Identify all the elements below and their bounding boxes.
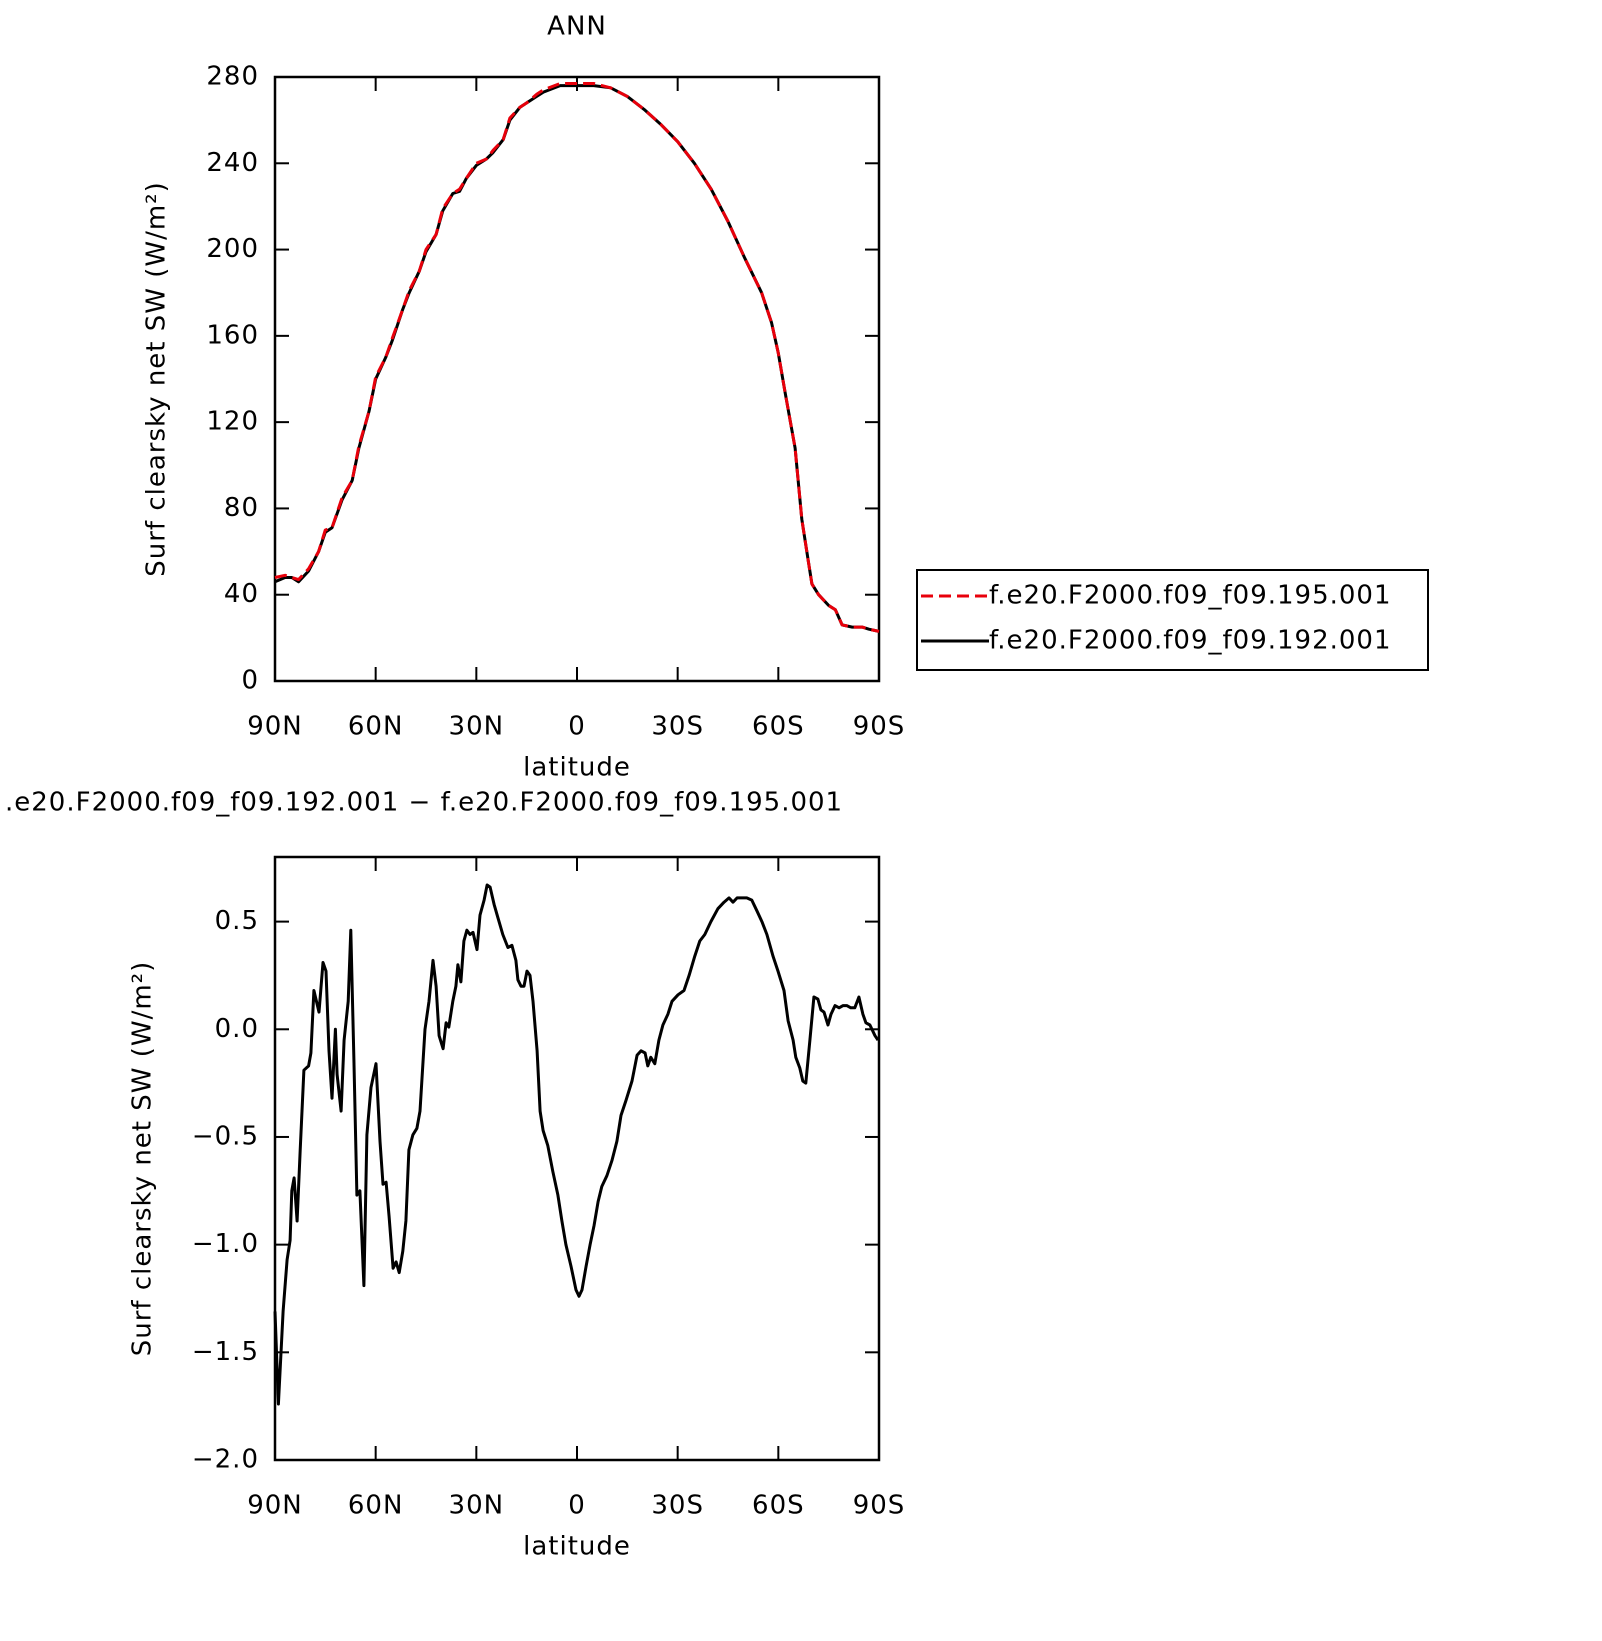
x-tick-label: 60S — [752, 1491, 805, 1521]
x-tick-label: 0 — [568, 712, 586, 742]
x-tick-label: 30S — [651, 1491, 704, 1521]
x-tick-label: 0 — [568, 1491, 586, 1521]
x-tick-label: 60S — [752, 712, 805, 742]
x-tick-label: 30N — [449, 1491, 505, 1521]
data-line — [273, 883, 880, 1406]
y-tick-label: −1.0 — [192, 1229, 259, 1259]
x-tick-label: 90S — [853, 712, 906, 742]
data-line — [274, 84, 880, 633]
y-tick-label: 240 — [206, 148, 259, 178]
x-axis-label: latitude — [523, 1532, 631, 1562]
y-tick-label: −0.5 — [192, 1121, 259, 1151]
legend-label: f.e20.F2000.f09_f09.192.001 — [989, 626, 1392, 656]
x-tick-label: 60N — [348, 1491, 404, 1521]
y-axis-label: Surf clearsky net SW (W/m²) — [142, 181, 172, 576]
y-tick-label: −1.5 — [192, 1337, 259, 1367]
y-tick-label: 40 — [224, 579, 259, 609]
y-tick-label: 0 — [241, 666, 259, 696]
x-tick-label: 30S — [651, 712, 704, 742]
chart-title: ANN — [547, 12, 607, 42]
y-tick-label: 80 — [224, 493, 259, 523]
y-tick-label: 0.5 — [215, 906, 259, 936]
y-axis-label: Surf clearsky net SW (W/m²) — [128, 961, 158, 1356]
y-tick-label: 160 — [206, 320, 259, 350]
plot-frame — [273, 75, 881, 683]
x-tick-label: 90N — [247, 1491, 303, 1521]
y-tick-label: 280 — [206, 62, 259, 92]
x-tick-label: 30N — [449, 712, 505, 742]
chart-title: .e20.F2000.f09_f09.192.001 − f.e20.F2000… — [5, 788, 843, 818]
y-tick-label: 120 — [206, 407, 259, 437]
x-tick-label: 90S — [853, 1491, 906, 1521]
legend-box — [916, 569, 1429, 671]
x-tick-label: 90N — [247, 712, 303, 742]
y-tick-label: −2.0 — [192, 1445, 259, 1475]
x-axis-label: latitude — [523, 753, 631, 783]
x-tick-label: 60N — [348, 712, 404, 742]
y-tick-label: 0.0 — [215, 1014, 259, 1044]
y-tick-label: 200 — [206, 234, 259, 264]
legend-label: f.e20.F2000.f09_f09.195.001 — [989, 581, 1392, 611]
data-line — [274, 82, 880, 633]
